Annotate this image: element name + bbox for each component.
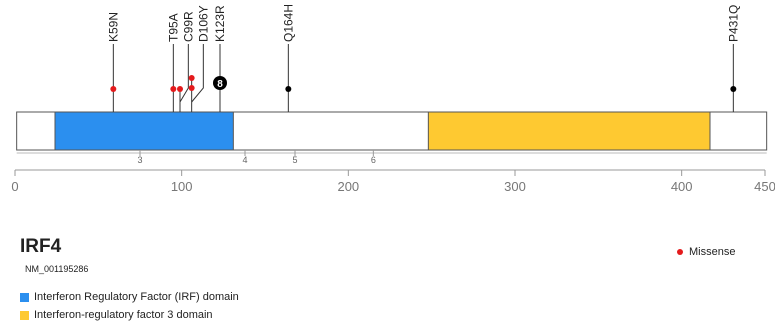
legend-missense-label: Missense bbox=[689, 246, 736, 258]
x-axis-tick-label: 450 bbox=[754, 179, 775, 194]
legend-swatch-irf bbox=[20, 292, 29, 302]
missense-dot-icon bbox=[677, 249, 683, 255]
legend-label-irf: Interferon Regulatory Factor (IRF) domai… bbox=[34, 291, 239, 303]
mutation-label: K123R bbox=[213, 5, 227, 42]
legend-missense: Missense bbox=[677, 246, 735, 258]
mutation-label: P431Q bbox=[726, 5, 740, 42]
x-axis-tick-label: 100 bbox=[171, 179, 193, 194]
mutation-head bbox=[177, 86, 183, 92]
x-axis-tick-label: 0 bbox=[11, 179, 18, 194]
legend-irf-domain: Interferon Regulatory Factor (IRF) domai… bbox=[20, 291, 239, 303]
mutation-label: T95A bbox=[166, 13, 180, 42]
exon-label: 5 bbox=[292, 155, 297, 165]
mutation-count: 8 bbox=[217, 79, 223, 90]
mutation-label: D106Y bbox=[196, 5, 210, 42]
mutation-head-stack bbox=[188, 85, 195, 91]
domain-2 bbox=[427, 111, 711, 151]
transcript-id: NM_001195286 bbox=[25, 264, 89, 274]
mutation-head bbox=[110, 86, 117, 92]
mutation-connector bbox=[179, 44, 189, 103]
mutation-head bbox=[285, 86, 292, 92]
mutation-head bbox=[170, 86, 177, 92]
exon-label: 3 bbox=[137, 155, 142, 165]
exon-label: 6 bbox=[371, 155, 376, 165]
domain-1 bbox=[54, 111, 234, 151]
mutation-label: K59N bbox=[106, 12, 120, 42]
mutation-label: Q164H bbox=[281, 4, 295, 42]
legend-label-irf3: Interferon-regulatory factor 3 domain bbox=[34, 309, 213, 321]
mutation-head bbox=[213, 76, 227, 90]
x-axis-tick-label: 200 bbox=[337, 179, 359, 194]
mutation-head bbox=[730, 86, 737, 92]
mutation-connector bbox=[191, 44, 204, 103]
x-axis-tick-label: 300 bbox=[504, 179, 526, 194]
exon-label: 4 bbox=[242, 155, 247, 165]
mutation-head bbox=[188, 75, 195, 81]
legend-swatch-irf3 bbox=[20, 310, 29, 320]
legend-irf3-domain: Interferon-regulatory factor 3 domain bbox=[20, 309, 213, 321]
x-axis-tick-label: 400 bbox=[671, 179, 693, 194]
gene-title: IRF4 bbox=[20, 236, 62, 257]
mutation-label: C99R bbox=[181, 11, 195, 42]
